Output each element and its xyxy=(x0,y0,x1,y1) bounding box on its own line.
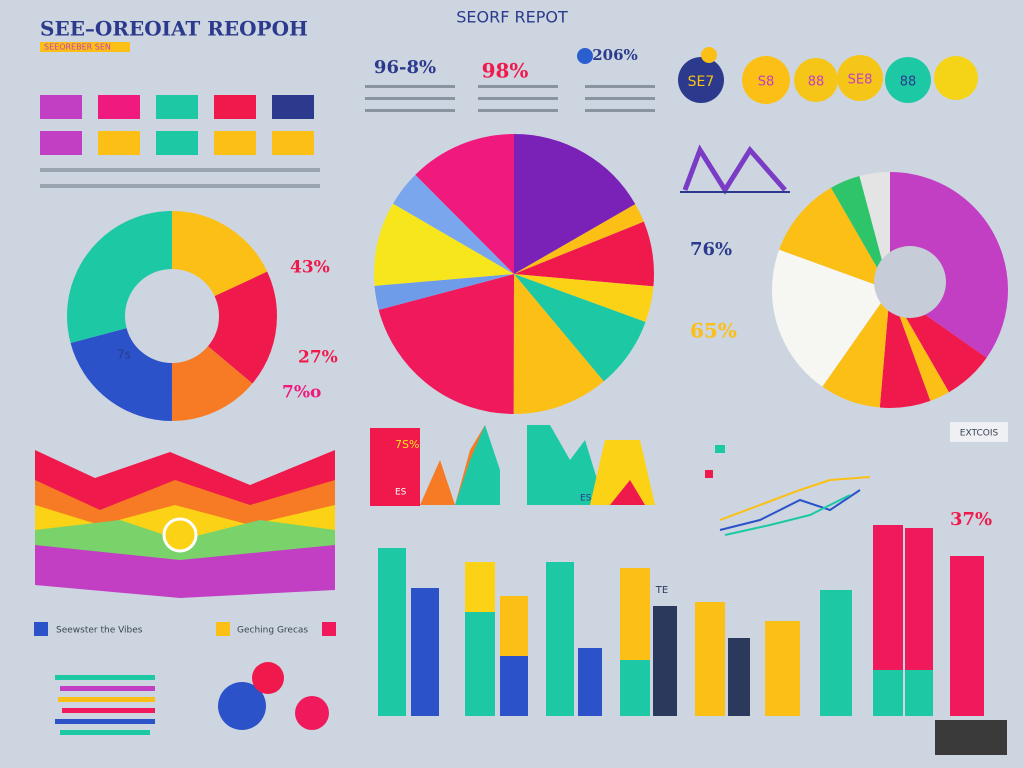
legend-swatch xyxy=(216,622,230,636)
bar-label: TE xyxy=(655,585,668,596)
stat: 76% xyxy=(690,239,732,260)
text-lines xyxy=(365,85,655,112)
donut xyxy=(67,211,277,421)
stat: 43% xyxy=(290,258,330,278)
stat: 96-8% xyxy=(374,57,436,78)
circle xyxy=(934,56,978,100)
stat: 27% xyxy=(298,348,338,368)
swatches xyxy=(40,95,320,188)
small-charts xyxy=(370,425,655,506)
pie xyxy=(374,134,654,414)
circle-label: SE7 xyxy=(688,74,715,90)
center-title: SEORF REPOT xyxy=(456,8,568,27)
pie-hole xyxy=(874,246,946,318)
stat: 206% xyxy=(592,46,638,64)
circle xyxy=(885,57,931,103)
stat: 98% xyxy=(482,59,529,83)
footer-box xyxy=(935,720,1007,755)
circle-label: 88 xyxy=(808,75,825,90)
stripes xyxy=(55,675,155,735)
circle xyxy=(701,47,717,63)
tag xyxy=(950,422,1008,442)
donut-label: 7s xyxy=(117,348,131,362)
legend-swatch xyxy=(322,622,336,636)
circle xyxy=(678,57,724,103)
stat: 7%o xyxy=(282,383,321,403)
chart-label: ES xyxy=(580,494,592,504)
mini-line xyxy=(682,144,787,195)
pie xyxy=(772,172,1008,408)
subtitle: SEEOREBER SEN xyxy=(44,43,111,52)
legend-label: Seewster the Vibes xyxy=(56,626,143,636)
bars xyxy=(378,525,984,716)
mountains xyxy=(35,450,335,598)
line-chart xyxy=(719,476,871,536)
legend-swatch xyxy=(705,470,713,478)
tag-label: EXTCOIS xyxy=(960,429,999,439)
circle xyxy=(218,682,266,730)
circle xyxy=(252,662,284,694)
subtitle-bar xyxy=(40,42,130,52)
dot xyxy=(577,48,593,64)
circle xyxy=(794,58,838,102)
circle-label: S8 xyxy=(758,75,775,90)
stat: 37% xyxy=(950,509,992,530)
legend-swatch xyxy=(34,622,48,636)
chart-label: 7S% xyxy=(395,438,419,451)
circle-label: SE8 xyxy=(848,73,873,88)
legend-label: Geching Grecas xyxy=(237,626,308,636)
circle xyxy=(742,56,790,104)
legend-swatch xyxy=(715,445,725,453)
circle-label: 88 xyxy=(900,75,917,90)
circle xyxy=(837,55,883,101)
title: SEE–OREOIAT REOPOH xyxy=(40,17,308,41)
stat: 65% xyxy=(690,319,737,343)
chart-label: ES xyxy=(395,488,407,498)
circle xyxy=(295,696,329,730)
